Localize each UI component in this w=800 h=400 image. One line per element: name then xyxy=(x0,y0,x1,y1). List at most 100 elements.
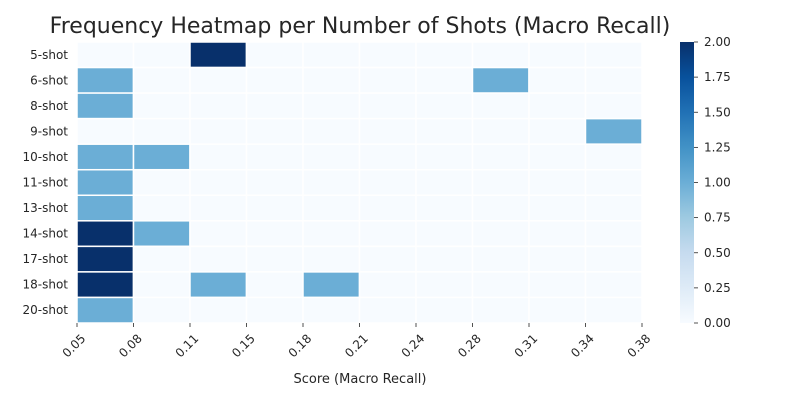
heatmap-cell xyxy=(471,296,530,324)
colorbar-tick-label: 1.50 xyxy=(704,105,731,119)
heatmap-cell xyxy=(415,117,474,145)
heatmap-cell xyxy=(415,41,474,69)
heatmap-cell xyxy=(245,245,304,273)
heatmap-cell xyxy=(76,92,135,120)
heatmap-cell xyxy=(358,92,417,120)
heatmap-cell xyxy=(528,296,587,324)
heatmap-cell xyxy=(76,143,135,171)
heatmap-cell xyxy=(302,168,361,197)
heatmap-cell xyxy=(584,296,643,324)
heatmap-cell xyxy=(528,194,587,222)
heatmap-cell xyxy=(76,41,135,69)
colorbar-tick-label: 0.25 xyxy=(704,281,731,295)
row-label: 8-shot xyxy=(30,99,68,113)
x-tick-label: 0.18 xyxy=(286,331,315,360)
heatmap-cell xyxy=(189,92,248,120)
x-axis-label: Score (Macro Recall) xyxy=(294,372,427,387)
heatmap-cell xyxy=(302,296,361,324)
row-label: 5-shot xyxy=(30,48,68,62)
heatmap-cell xyxy=(132,296,191,324)
heatmap-cell xyxy=(415,245,474,273)
heatmap-cell xyxy=(189,194,248,222)
colorbar-ticks: 0.00 0.25 0.50 0.75 1.00 1.25 1.50 1.75 2.00 xyxy=(694,35,731,330)
heatmap-cell xyxy=(471,117,530,145)
row-label: 20-shot xyxy=(22,303,68,317)
heatmap-cell xyxy=(415,194,474,222)
heatmap-cell xyxy=(471,41,530,69)
x-tick-label: 0.11 xyxy=(173,331,202,360)
x-tick-label: 0.31 xyxy=(512,331,541,360)
row-label: 10-shot xyxy=(22,150,68,164)
heatmap-cell xyxy=(245,168,304,197)
row-label: 14-shot xyxy=(22,227,68,241)
heatmap-cell xyxy=(584,41,643,69)
heatmap-cell xyxy=(132,143,191,171)
heatmap-cell xyxy=(415,271,474,299)
x-tick-label: 0.05 xyxy=(60,331,89,360)
heatmap-cell xyxy=(471,245,530,273)
row-label: 9-shot xyxy=(30,124,68,138)
heatmap-cell xyxy=(471,66,530,94)
heatmap-cell xyxy=(189,271,248,299)
chart-title: Frequency Heatmap per Number of Shots (M… xyxy=(50,14,671,39)
heatmap-cell xyxy=(132,194,191,222)
heatmap-cell xyxy=(471,92,530,120)
heatmap-cell xyxy=(415,92,474,120)
heatmap-cell xyxy=(528,168,587,197)
heatmap-cell xyxy=(189,117,248,145)
heatmap-cell xyxy=(245,66,304,94)
row-label: 11-shot xyxy=(22,176,68,190)
row-label: 17-shot xyxy=(22,252,68,266)
heatmap-cell xyxy=(189,168,248,197)
heatmap-cell xyxy=(245,296,304,324)
heatmap-cell xyxy=(76,271,135,299)
heatmap-cell xyxy=(76,245,135,273)
row-label: 13-shot xyxy=(22,201,68,215)
x-tick-label: 0.08 xyxy=(116,331,145,360)
heatmap-cell xyxy=(302,271,361,299)
heatmap-cell xyxy=(189,220,248,248)
heatmap-cell xyxy=(584,66,643,94)
x-tick-label: 0.34 xyxy=(568,331,597,360)
heatmap-cell xyxy=(358,66,417,94)
heatmap-cell xyxy=(358,220,417,248)
heatmap-cell xyxy=(245,143,304,171)
heatmap-cell xyxy=(528,92,587,120)
heatmap-cell xyxy=(302,220,361,248)
heatmap-cell xyxy=(584,92,643,120)
heatmap-cell xyxy=(584,220,643,248)
colorbar-tick-label: 2.00 xyxy=(704,35,731,49)
heatmap-cell xyxy=(528,41,587,69)
heatmap-cell xyxy=(415,296,474,324)
heatmap-cell xyxy=(584,271,643,299)
heatmap-cell xyxy=(415,143,474,171)
heatmap-cell xyxy=(189,296,248,324)
heatmap-cell xyxy=(471,271,530,299)
heatmap-cell xyxy=(132,271,191,299)
heatmap-cell xyxy=(76,220,135,248)
heatmap-cell xyxy=(471,220,530,248)
heatmap-cell xyxy=(528,117,587,145)
heatmap-cell xyxy=(358,271,417,299)
heatmap-cell xyxy=(132,41,191,69)
heatmap-cell xyxy=(245,220,304,248)
row-labels: 5-shot 6-shot 8-shot 9-shot 10-shot 11-shot 13… xyxy=(22,48,68,317)
heatmap-cell xyxy=(471,143,530,171)
heatmap-cell xyxy=(302,41,361,69)
heatmap-cell xyxy=(528,220,587,248)
heatmap-cell xyxy=(358,41,417,69)
heatmap-cell xyxy=(358,296,417,324)
heatmap-cell xyxy=(415,220,474,248)
heatmap-cell xyxy=(584,143,643,171)
heatmap-cell xyxy=(132,66,191,94)
heatmap-cell xyxy=(584,245,643,273)
colorbar-tick-label: 1.00 xyxy=(704,176,731,190)
heatmap-cell xyxy=(132,117,191,145)
x-tick-label: 0.21 xyxy=(342,331,371,360)
heatmap-cell xyxy=(132,168,191,197)
heatmap-cells xyxy=(76,41,643,324)
heatmap-cell xyxy=(302,66,361,94)
x-tick-label: 0.38 xyxy=(625,331,654,360)
heatmap-cell xyxy=(76,117,135,145)
